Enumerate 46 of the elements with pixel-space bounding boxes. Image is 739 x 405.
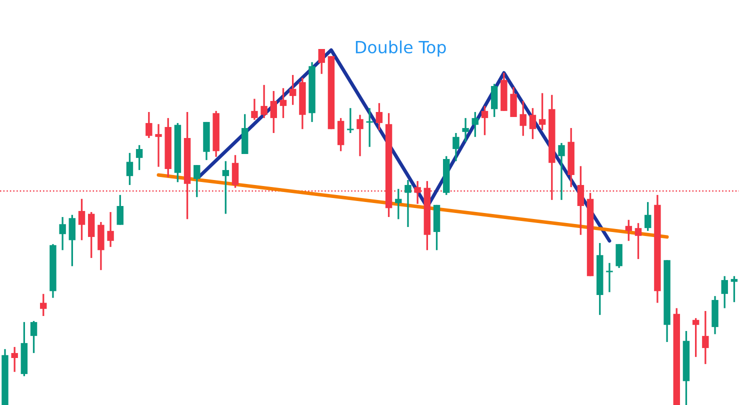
candlestick — [644, 201, 652, 232]
candlestick — [376, 102, 383, 131]
candlestick — [222, 160, 230, 215]
candlestick — [616, 243, 622, 269]
candlestick — [481, 105, 488, 136]
candlestick — [59, 216, 66, 251]
annotation: Double Top — [356, 40, 446, 57]
candlestick — [472, 111, 478, 138]
candlestick — [155, 123, 162, 168]
candlestick — [529, 107, 536, 140]
candlestick — [490, 83, 498, 118]
candlestick — [558, 142, 565, 201]
candlestick — [289, 74, 296, 106]
candlestick — [634, 222, 642, 260]
candlestick — [194, 164, 200, 198]
candlestick — [107, 211, 114, 248]
candlestick — [520, 100, 526, 137]
candlestick — [40, 293, 47, 317]
candlestick — [721, 275, 728, 309]
candlestick — [510, 86, 517, 118]
candlestick — [280, 87, 287, 119]
candlestick — [88, 211, 95, 259]
candlestick — [270, 90, 278, 134]
candlestick — [730, 275, 738, 303]
candlestick — [452, 132, 460, 162]
candlestick — [692, 317, 700, 358]
candlestick — [116, 194, 124, 226]
candlestick — [625, 219, 632, 242]
candlestick — [462, 117, 469, 143]
candlestick — [136, 144, 143, 171]
candlestick — [11, 346, 18, 373]
candlestick — [251, 98, 258, 121]
candlestick — [395, 188, 402, 220]
candlestick — [30, 320, 38, 354]
candlestick — [78, 198, 86, 241]
candlestick — [126, 152, 134, 186]
candlestick — [538, 92, 546, 131]
candlestick — [68, 214, 76, 267]
candlestick — [356, 114, 364, 157]
candlestick — [146, 111, 152, 139]
candlestick — [318, 48, 325, 75]
candlestick — [702, 310, 709, 365]
candlestick — [404, 179, 412, 228]
candlestick — [232, 154, 239, 189]
candlestick — [347, 107, 354, 134]
candlestick — [260, 84, 268, 119]
